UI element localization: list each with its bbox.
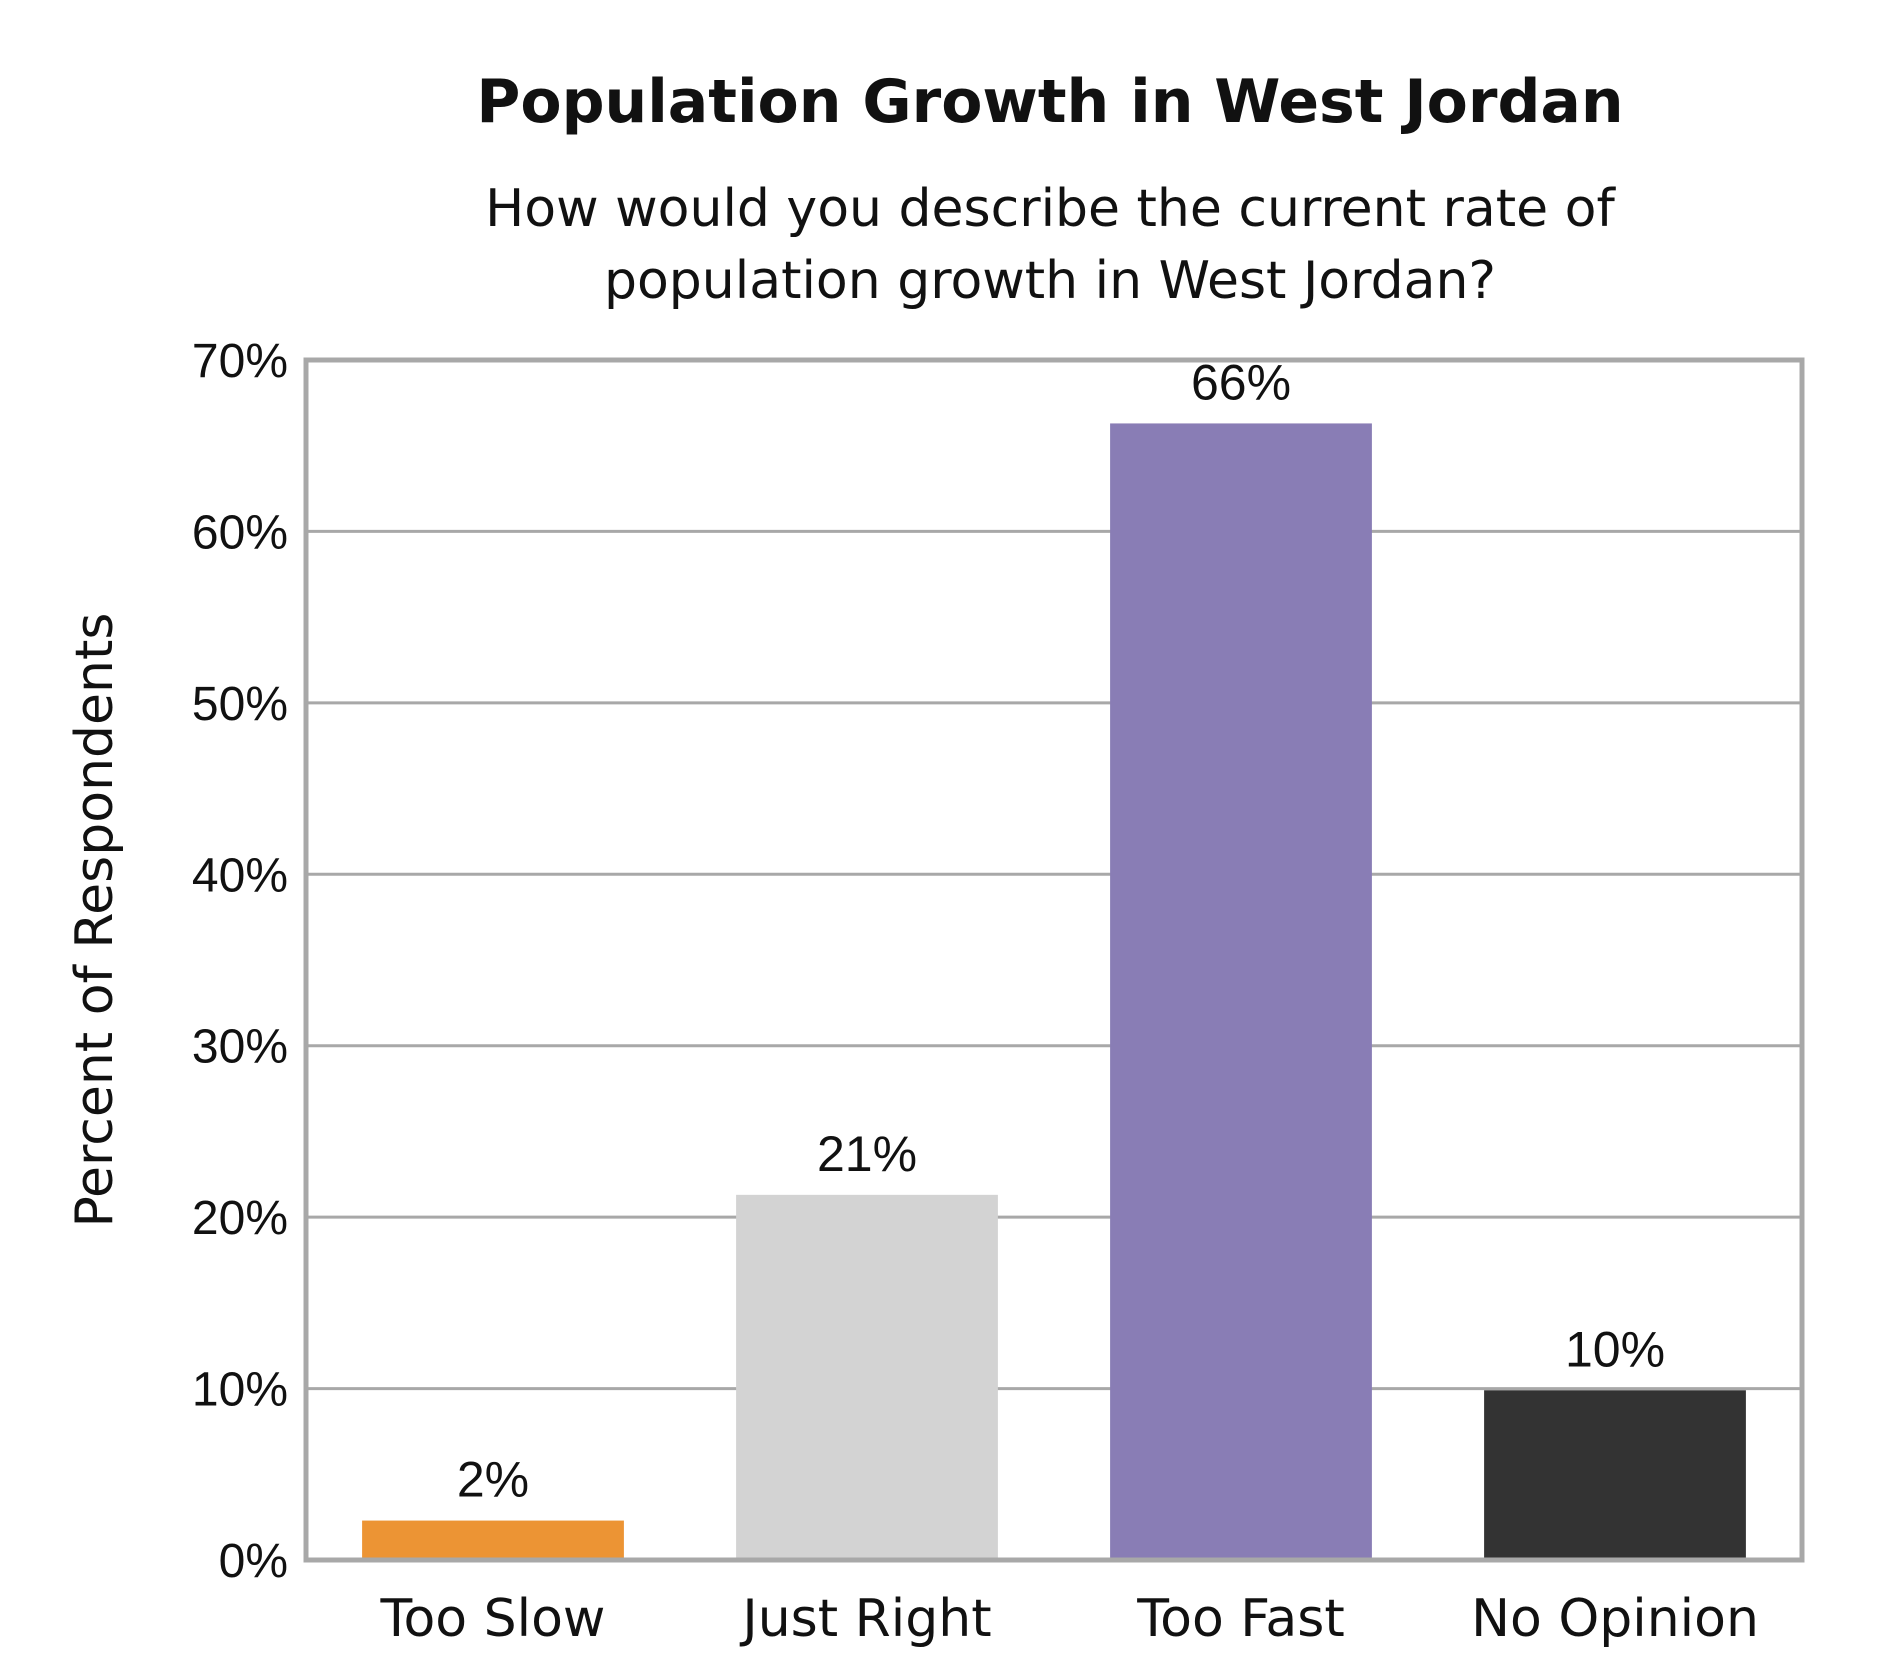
x-category-label: Just Right bbox=[739, 1589, 991, 1649]
data-labels: 2% 21% 66% 10% bbox=[457, 354, 1665, 1507]
chart-title: Population Growth in West Jordan bbox=[476, 67, 1623, 137]
x-category-label: No Opinion bbox=[1471, 1589, 1759, 1649]
chart-subtitle-line-1: How would you describe the current rate … bbox=[485, 179, 1616, 239]
x-category-label: Too Slow bbox=[380, 1589, 606, 1649]
chart-subtitle-line-2: population growth in West Jordan? bbox=[604, 251, 1496, 311]
data-label: 2% bbox=[457, 1452, 529, 1508]
bars bbox=[362, 423, 1746, 1560]
y-tick-label-30: 30% bbox=[192, 1021, 288, 1074]
y-tick-label-50: 50% bbox=[192, 678, 288, 731]
gridlines bbox=[306, 529, 1802, 1391]
y-tick-labels: 0% 10% 20% 30% 40% 50% 60% 70% bbox=[192, 335, 288, 1588]
y-tick-label-40: 40% bbox=[192, 849, 288, 902]
bar-no-opinion bbox=[1484, 1390, 1746, 1560]
data-label: 21% bbox=[817, 1126, 917, 1182]
y-axis-label: Percent of Respondents bbox=[65, 613, 125, 1228]
plot-border bbox=[303, 357, 1805, 1563]
bar-too-fast bbox=[1110, 423, 1372, 1560]
y-tick-label-70: 70% bbox=[192, 335, 288, 388]
y-tick-label-0: 0% bbox=[219, 1535, 288, 1588]
plot-frame bbox=[303, 357, 1805, 1563]
data-label: 66% bbox=[1191, 354, 1291, 410]
bar-just-right bbox=[736, 1194, 998, 1560]
y-tick-label-20: 20% bbox=[192, 1192, 288, 1245]
y-tick-label-10: 10% bbox=[192, 1364, 288, 1417]
x-category-label: Too Fast bbox=[1136, 1589, 1345, 1649]
data-label: 10% bbox=[1565, 1321, 1665, 1377]
y-tick-label-60: 60% bbox=[192, 506, 288, 559]
x-category-labels: Too Slow Just Right Too Fast No Opinion bbox=[380, 1589, 1759, 1649]
bar-too-slow bbox=[362, 1520, 624, 1560]
